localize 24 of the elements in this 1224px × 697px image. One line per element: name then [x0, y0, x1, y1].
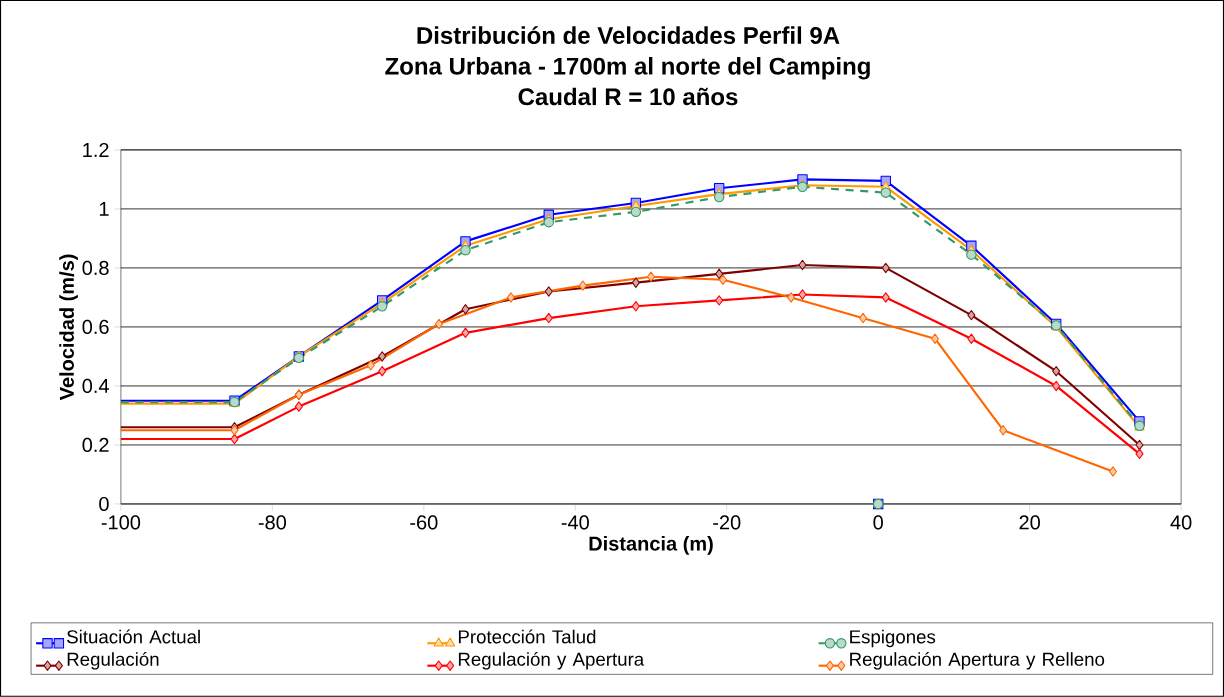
x-axis-title: Distancia (m): [589, 536, 713, 555]
x-tick-label: -60: [410, 515, 438, 530]
x-tick-label: -40: [561, 515, 589, 530]
legend-label: Protección Talud: [458, 629, 596, 644]
y-tick-label: 0.2: [82, 437, 109, 453]
legend-label: Regulación: [67, 651, 159, 670]
chart-title: Distribución de Velocidades Perfil 9A Zona Urbana - 1700m al norte del Camping Caudal R = 10 años: [385, 26, 870, 106]
y-tick-label: 0: [99, 496, 109, 512]
x-tick-label: 40: [1170, 515, 1192, 530]
y-tick-label: 0.6: [82, 319, 109, 335]
legend-label: Espigones: [850, 629, 936, 648]
y-tick-label: 1: [99, 202, 109, 216]
legend-label: Regulación Apertura y Relleno: [850, 651, 1105, 670]
x-tick-label: -100: [101, 515, 141, 530]
y-axis-title: Velocidad (m/s): [59, 254, 78, 401]
legend-label: Situación Actual: [67, 629, 200, 644]
y-tick-label: 0.4: [82, 378, 109, 394]
y-tick-label: 1.2: [83, 142, 109, 157]
y-tick-label: 0.8: [82, 260, 109, 276]
x-tick-label: 0: [873, 515, 883, 530]
legend-label: Regulación y Apertura: [458, 651, 645, 670]
x-tick-label: 20: [1019, 515, 1040, 530]
x-tick-label: -80: [258, 515, 287, 530]
x-tick-label: -20: [713, 515, 741, 530]
